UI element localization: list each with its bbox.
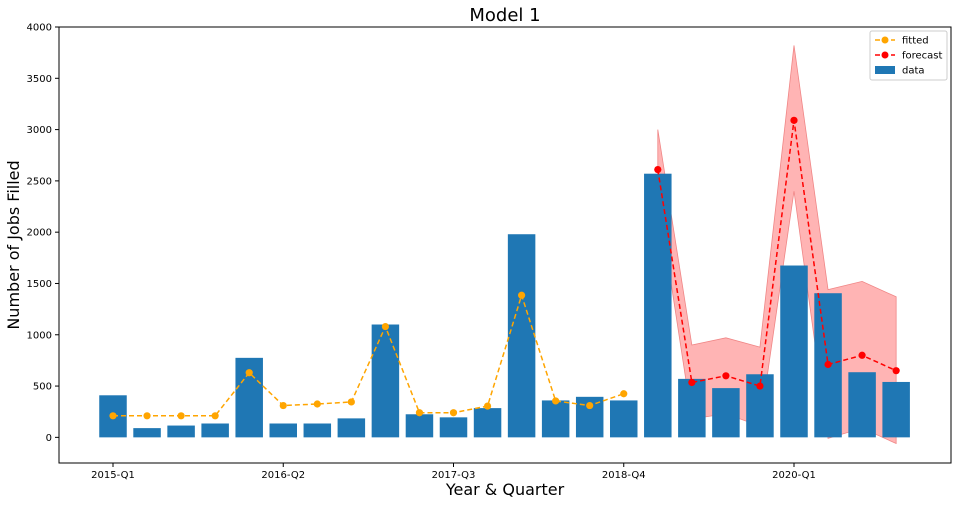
forecast-point: [790, 116, 798, 124]
fitted-point: [177, 412, 185, 420]
fitted-point: [518, 291, 526, 299]
bar: [541, 400, 570, 438]
fitted-line: [113, 292, 624, 417]
forecast-point: [892, 367, 900, 375]
forecast-point: [756, 382, 764, 390]
fitted-point: [211, 412, 219, 420]
fitted-point: [109, 412, 117, 420]
y-tick-label: 4000: [27, 23, 52, 34]
bar: [133, 428, 161, 438]
fitted-point: [483, 402, 492, 410]
fitted-point: [143, 412, 151, 420]
fitted-point: [279, 401, 287, 410]
forecast-point: [688, 378, 696, 387]
legend-forecast-marker: [881, 51, 889, 59]
x-tick-label: 2016-Q2: [261, 470, 305, 481]
fitted-point: [347, 398, 355, 406]
bar: [337, 418, 366, 438]
bar: [473, 408, 502, 438]
y-tick-label: 3000: [27, 125, 52, 136]
y-tick-label: 3500: [27, 74, 52, 85]
chart-title: Model 1: [469, 5, 540, 26]
bar: [610, 400, 638, 438]
legend-data-swatch: [875, 66, 895, 74]
bar: [405, 414, 434, 438]
forecast-point: [654, 165, 662, 174]
bar: [882, 381, 910, 438]
bar: [848, 372, 876, 438]
y-tick-label: 500: [33, 382, 52, 393]
legend: fitted forecast data: [869, 30, 948, 81]
forecast-line: [657, 120, 897, 388]
axis-layer: 0 500 1000 1500 2000 2500 3000 3500 4000 2015-Q1 2…: [27, 23, 816, 482]
legend-fitted-label: fitted: [902, 36, 929, 47]
bar: [303, 423, 332, 438]
plot-frame: [58, 26, 952, 464]
x-tick-label: 2017-Q3: [432, 470, 476, 481]
bar: [644, 173, 672, 438]
fitted-point: [381, 322, 389, 331]
y-tick-label: 2000: [27, 228, 52, 239]
fitted-point: [449, 409, 458, 417]
bar: [507, 234, 536, 438]
fitted-point: [415, 409, 424, 417]
fitted-point: [586, 401, 594, 410]
y-tick-label: 0: [46, 433, 52, 444]
x-tick-label: 2018-Q4: [602, 470, 646, 481]
legend-forecast-label: forecast: [902, 51, 943, 62]
forecast-point: [858, 351, 866, 359]
bar: [678, 378, 706, 438]
forecast-point: [824, 360, 832, 369]
x-axis-title: Year & Quarter: [445, 480, 565, 499]
line-layer: [109, 116, 900, 420]
legend-fitted-marker: [881, 36, 889, 44]
bar: [269, 423, 297, 438]
x-tick-label: 2020-Q1: [772, 470, 816, 481]
bar: [439, 417, 468, 438]
fitted-point: [552, 397, 560, 405]
fitted-point: [620, 390, 628, 398]
fitted-point: [313, 400, 321, 408]
y-axis-title: Number of Jobs Filled: [4, 160, 23, 329]
bar: [371, 324, 400, 438]
bar: [712, 388, 740, 438]
fitted-point: [245, 369, 253, 377]
legend-data-label: data: [902, 66, 925, 77]
forecast-point: [722, 372, 730, 380]
y-tick-label: 2500: [27, 176, 52, 187]
bar: [780, 265, 808, 438]
bar-layer: [99, 173, 910, 438]
x-tick-label: 2015-Q1: [91, 470, 135, 481]
bar: [201, 423, 229, 438]
y-tick-label: 1500: [27, 279, 52, 290]
bar: [167, 425, 195, 438]
y-tick-label: 1000: [27, 330, 52, 341]
